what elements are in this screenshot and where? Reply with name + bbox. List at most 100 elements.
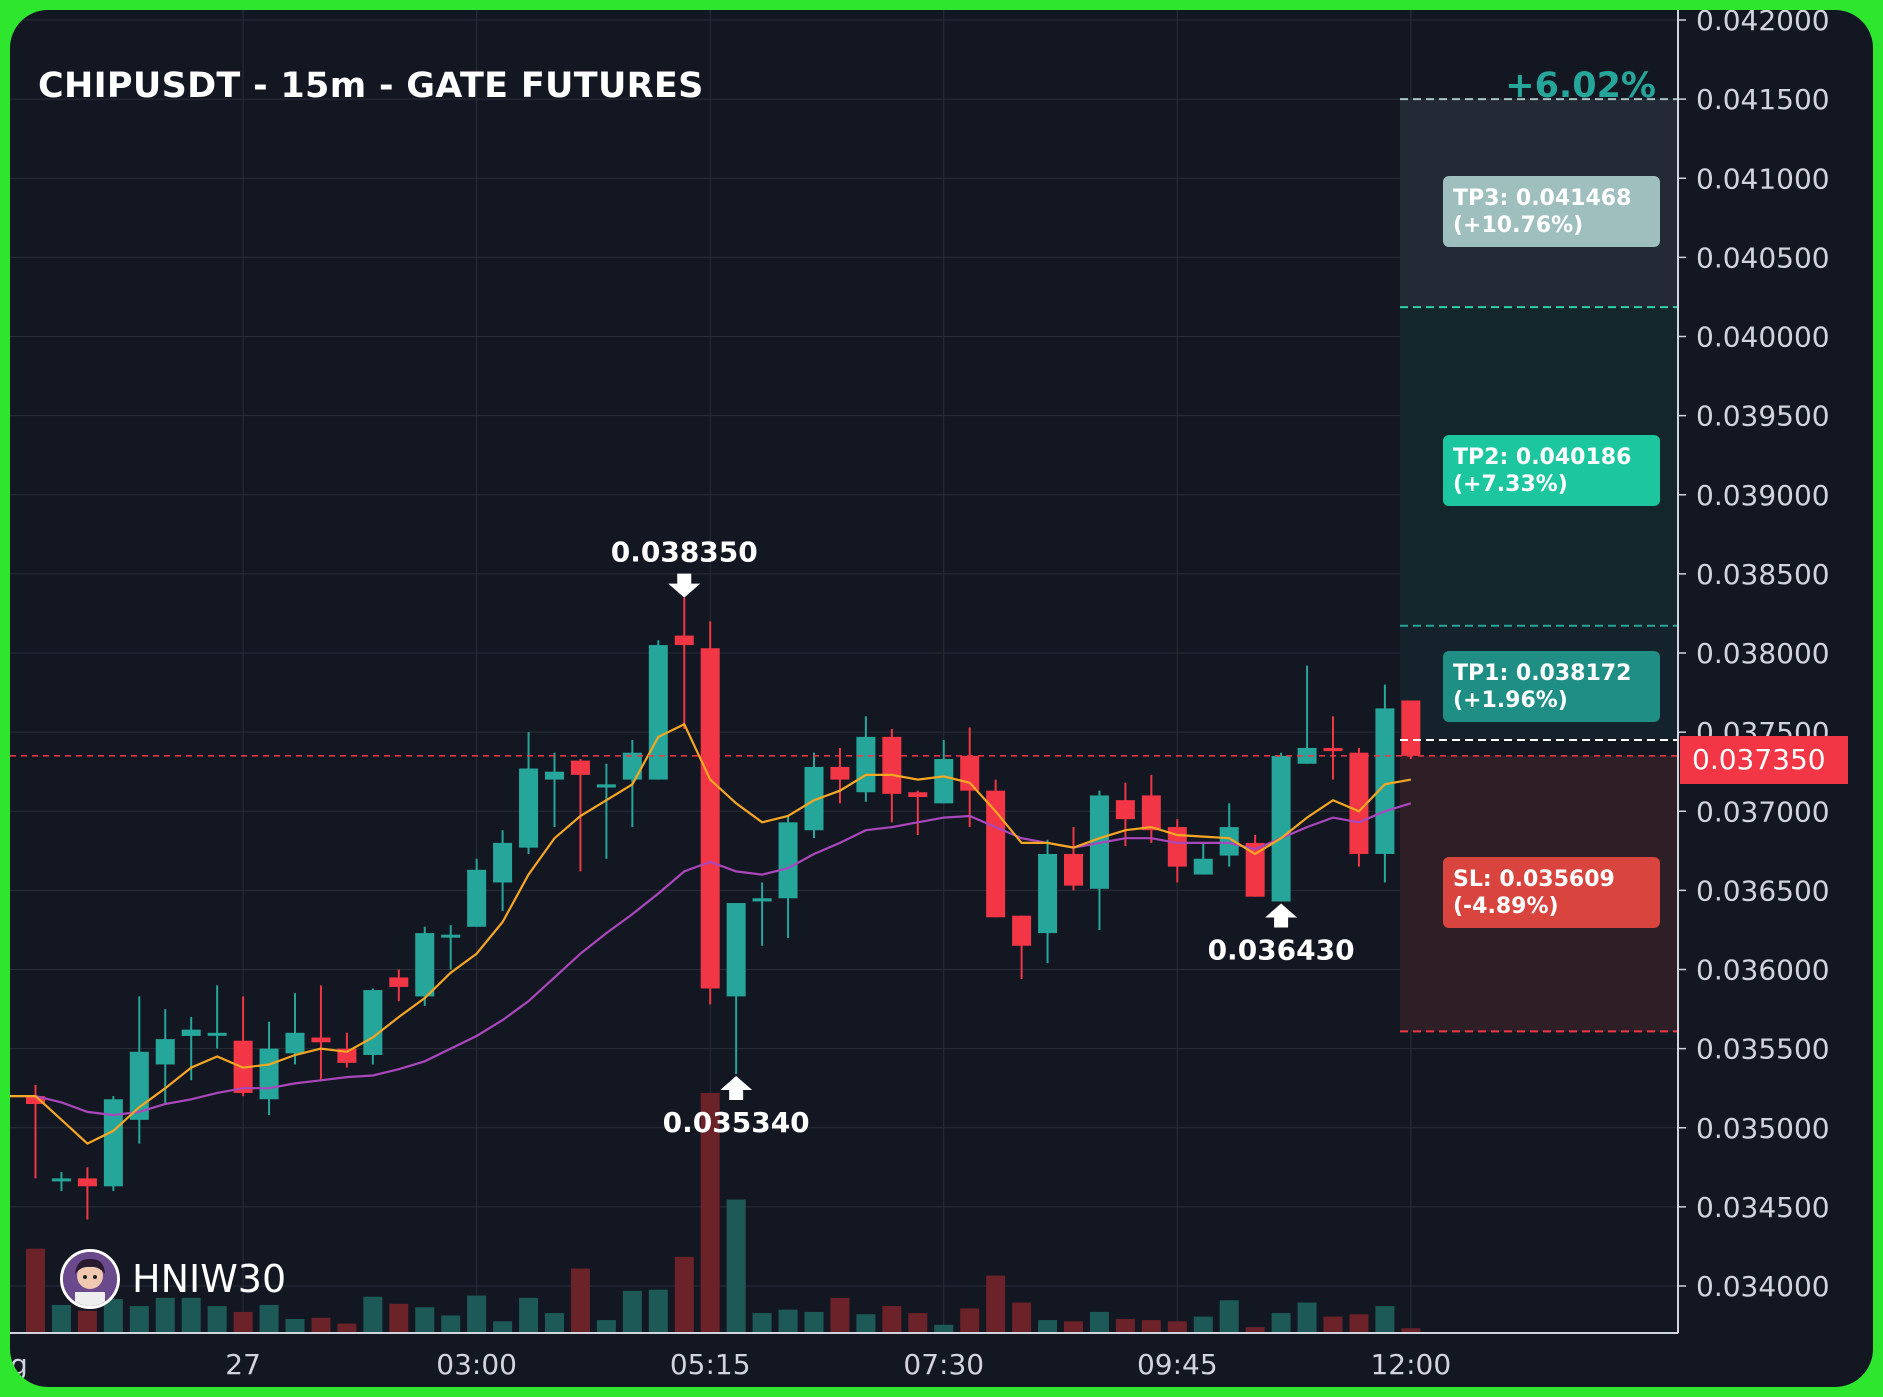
annotation-label: 0.036430 <box>1208 933 1355 966</box>
volume-bar <box>830 1297 850 1333</box>
candle <box>934 740 954 804</box>
y-tick-label: 0.035500 <box>1696 1033 1830 1066</box>
candle-body <box>752 898 772 902</box>
grid-lines <box>10 10 1678 1333</box>
volume-bar <box>26 1248 45 1333</box>
volume-bar <box>103 1299 123 1333</box>
moving-averages <box>10 722 1412 1145</box>
volume-bar <box>207 1306 227 1333</box>
candle-body <box>1141 795 1161 831</box>
candle-body <box>363 990 383 1055</box>
candle-body <box>1012 915 1032 946</box>
price-annotation: 0.036430 <box>1208 903 1355 966</box>
volume-bar <box>51 1304 71 1333</box>
x-tick-label: 12:00 <box>1370 1348 1451 1381</box>
candles[interactable] <box>26 597 1421 1220</box>
y-tick-label: 0.035000 <box>1696 1112 1830 1145</box>
candle <box>1089 790 1109 930</box>
candle <box>311 985 331 1081</box>
ma-slow-line <box>10 802 1412 1117</box>
volume-bar <box>570 1268 590 1333</box>
volume-bar <box>622 1290 642 1333</box>
volume-bar <box>415 1307 435 1333</box>
candle-body <box>908 792 928 798</box>
volume-bar <box>181 1297 201 1333</box>
candle-body <box>1297 747 1317 764</box>
candle-body <box>622 752 642 780</box>
arrow-down-icon <box>668 573 701 598</box>
candle-body <box>207 1032 227 1036</box>
y-tick-label: 0.042000 <box>1696 10 1830 37</box>
volume-bar <box>363 1296 383 1333</box>
x-tick-label: 27 <box>225 1348 261 1381</box>
candle-body <box>648 645 668 780</box>
volume-bar <box>674 1256 694 1333</box>
candle <box>1141 774 1161 843</box>
volume-bars <box>26 1093 1421 1333</box>
axes: 0.042000 0.041500 0.041000 0.040500 0.040000… <box>10 10 1830 1381</box>
candle-body <box>51 1178 71 1182</box>
avatar-icon <box>60 1249 120 1309</box>
candle-body <box>389 977 409 987</box>
candle-body <box>1401 700 1421 756</box>
volume-bar <box>908 1313 928 1333</box>
y-tick-label: 0.036500 <box>1696 874 1830 907</box>
tp3-label: TP3: 0.041468 <box>1453 186 1632 211</box>
volume-bar <box>986 1275 1006 1333</box>
annotation-label: 0.038350 <box>611 536 758 569</box>
candle-body <box>77 1178 97 1187</box>
candle-body <box>441 934 461 938</box>
change-percent: +6.02% <box>1505 66 1656 106</box>
y-tick-label: 0.040000 <box>1696 321 1830 354</box>
candle-body <box>700 648 720 989</box>
candle <box>493 830 513 911</box>
candle <box>1219 803 1239 867</box>
volume-bar <box>233 1311 253 1333</box>
candle <box>1401 700 1421 760</box>
candle <box>415 926 435 1006</box>
candle <box>1297 665 1317 764</box>
candle <box>77 1167 97 1220</box>
candle-body <box>1167 827 1187 867</box>
candle-body <box>519 768 539 848</box>
volume-bar <box>778 1309 798 1333</box>
y-tick-label: 0.039500 <box>1696 400 1830 433</box>
x-tick-label: 07:30 <box>903 1348 984 1381</box>
volume-bar <box>1401 1328 1421 1333</box>
y-tick-label: 0.038500 <box>1696 558 1830 591</box>
candle-body <box>1193 858 1213 875</box>
candle <box>986 779 1006 918</box>
candle-body <box>882 736 902 794</box>
candle <box>545 752 564 828</box>
volume-bar <box>337 1323 357 1333</box>
candle <box>1115 782 1135 847</box>
volume-bar <box>882 1306 902 1333</box>
volume-bar <box>1297 1302 1317 1333</box>
candle-body <box>986 790 1006 918</box>
candle-body <box>259 1048 279 1100</box>
volume-bar <box>1271 1313 1291 1333</box>
candle-body <box>1375 708 1395 854</box>
volume-bar <box>752 1313 772 1333</box>
candle-body <box>1323 747 1343 752</box>
y-tick-label: 0.038000 <box>1696 637 1830 670</box>
candle <box>285 993 305 1065</box>
y-tick-label: 0.039000 <box>1696 479 1830 512</box>
candle-body <box>1349 752 1369 854</box>
volume-bar <box>1141 1320 1161 1333</box>
volume-bar <box>934 1324 954 1333</box>
volume-bar <box>804 1311 824 1333</box>
candle <box>830 747 850 804</box>
candle <box>674 597 694 729</box>
volume-bar <box>1089 1311 1109 1333</box>
y-tick-label: 0.034500 <box>1696 1191 1830 1224</box>
candle-body <box>960 755 980 791</box>
candle-body <box>181 1029 201 1036</box>
candle-body <box>934 759 954 804</box>
tp1-label: TP1: 0.038172 <box>1453 661 1632 686</box>
volume-bar <box>1115 1318 1135 1333</box>
volume-bar <box>1193 1316 1213 1333</box>
candle-body <box>726 903 746 997</box>
volume-bar <box>1375 1306 1395 1333</box>
chart-frame: 0.038350 0.035340 0.036430 0.042000 0.04150… <box>10 10 1873 1387</box>
